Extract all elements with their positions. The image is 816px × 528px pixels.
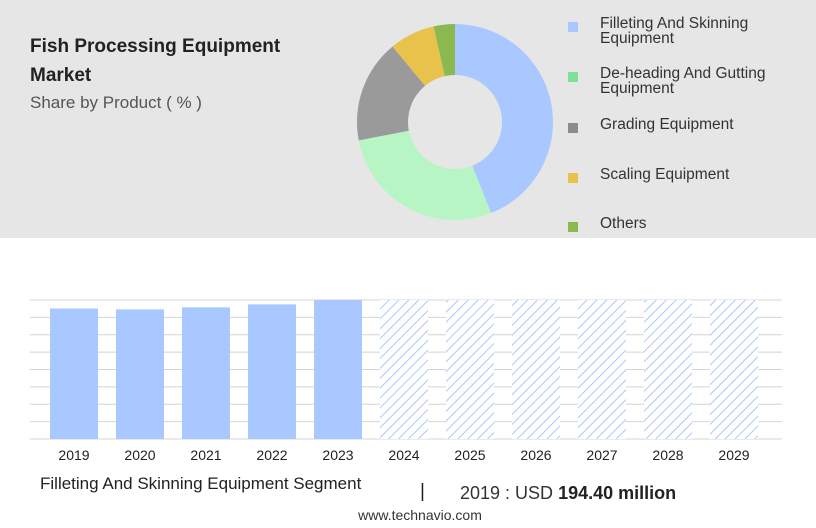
forecast-bar-2027 xyxy=(578,300,626,439)
chart-subtitle: Share by Product ( % ) xyxy=(30,93,202,112)
footer-segment: Filleting And Skinning Equipment Segment xyxy=(40,474,362,493)
footer-url[interactable]: www.technavio.com xyxy=(358,507,482,523)
donut-slice-scaling-equipment xyxy=(392,26,445,86)
x-tick-label-2029: 2029 xyxy=(718,447,749,463)
bar-2020 xyxy=(116,309,164,439)
donut-chart xyxy=(357,24,554,220)
donut-slice-filleting-and-skinning-equipment xyxy=(455,24,554,214)
footer-value-prefix: 2019 : USD xyxy=(460,483,554,503)
x-tick-label-2019: 2019 xyxy=(58,447,89,463)
x-tick-label-2025: 2025 xyxy=(454,447,485,463)
donut-slice-others xyxy=(433,24,455,77)
legend-swatch xyxy=(568,123,578,133)
bar-chart: 2019 2020 2021 2022 2023 2024 2025 2026 2027 2028… xyxy=(30,299,782,463)
x-tick-label-2026: 2026 xyxy=(520,447,551,463)
footer-value-bold: 194.40 million xyxy=(558,483,677,503)
legend-label: Scaling Equipment xyxy=(600,166,730,183)
bar-2019 xyxy=(50,308,98,439)
chart-title: Fish Processing Equipment Market xyxy=(30,36,281,86)
forecast-bar-2029 xyxy=(710,300,758,439)
footer-separator: | xyxy=(420,481,425,502)
x-tick-label-2020: 2020 xyxy=(124,447,155,463)
bar-2023 xyxy=(314,300,362,439)
legend-swatch xyxy=(568,222,578,232)
forecast-bar-2028 xyxy=(644,300,692,439)
forecast-bar-2025 xyxy=(446,300,494,439)
legend-swatch xyxy=(568,22,578,32)
x-tick-label-2021: 2021 xyxy=(190,447,221,463)
forecast-bar-2024 xyxy=(380,300,428,439)
footer-value: 2019 : USD 194.40 million xyxy=(460,483,676,504)
x-tick-label-2028: 2028 xyxy=(652,447,683,463)
forecast-bar-2026 xyxy=(512,300,560,439)
bar-2021 xyxy=(182,307,230,439)
x-tick-label-2023: 2023 xyxy=(322,447,353,463)
bar-2022 xyxy=(248,304,296,439)
x-tick-label-2027: 2027 xyxy=(586,447,617,463)
legend-label: De-heading And Gutting Equipment xyxy=(600,65,766,97)
legend-swatch xyxy=(568,72,578,82)
donut-slice-de-heading-and-gutting-equipment xyxy=(358,130,492,220)
legend-label: Grading Equipment xyxy=(600,116,734,133)
legend-label: Others xyxy=(600,215,647,232)
x-tick-label-2024: 2024 xyxy=(388,447,419,463)
x-tick-label-2022: 2022 xyxy=(256,447,287,463)
legend-swatch xyxy=(568,173,578,183)
legend-label: Filleting And Skinning Equipment xyxy=(600,15,749,47)
donut-slice-grading-equipment xyxy=(357,46,426,141)
